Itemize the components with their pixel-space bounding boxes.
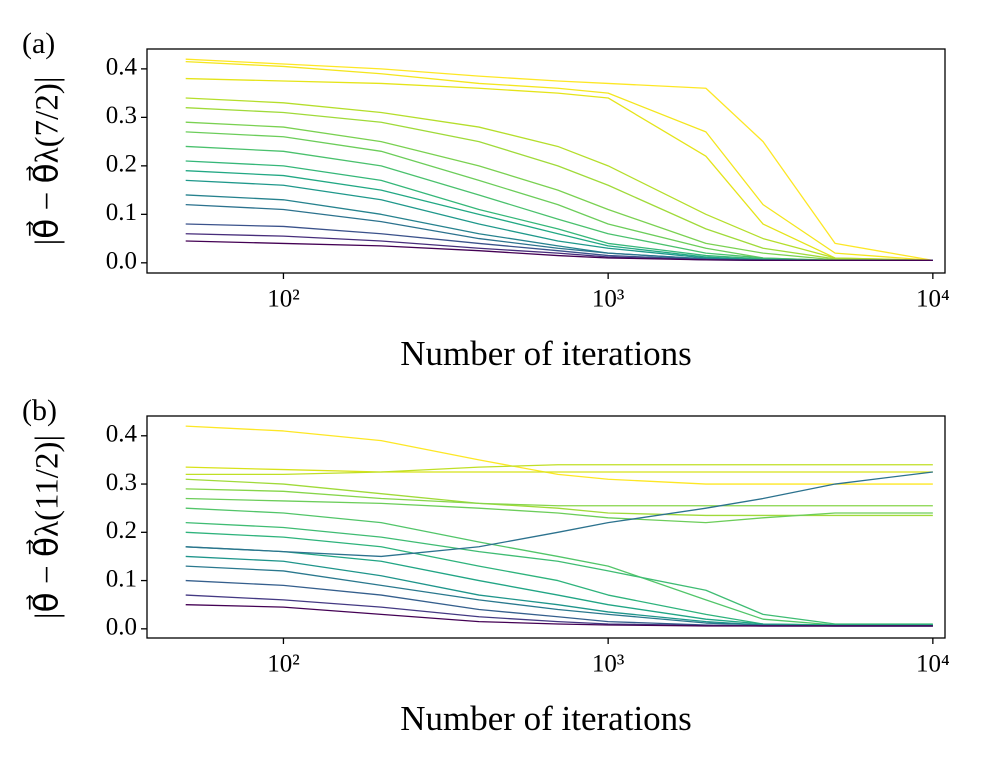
data-line xyxy=(185,604,933,627)
x-axis-label: Number of iterations xyxy=(400,334,692,373)
data-line xyxy=(185,466,933,473)
x-tick-label: 10³ xyxy=(592,286,625,313)
data-line xyxy=(185,60,933,262)
data-line xyxy=(185,203,933,262)
y-axis-label: |θ⃗ − θ⃗λ(7/2)| xyxy=(26,77,66,246)
y-axis-label: |θ⃗ − θ⃗λ(11/2)| xyxy=(26,435,66,619)
data-line xyxy=(185,488,933,507)
data-line xyxy=(185,594,933,627)
y-tick-label: 0.0 xyxy=(106,248,137,275)
y-tick-label: 0.3 xyxy=(106,102,137,129)
x-tick-label: 10² xyxy=(267,286,300,313)
data-line xyxy=(185,531,933,626)
x-tick-label: 10⁴ xyxy=(916,286,950,313)
x-tick-label: 10⁴ xyxy=(916,651,950,678)
y-tick-label: 0.0 xyxy=(106,614,137,641)
x-tick-label: 10² xyxy=(267,651,300,678)
data-line xyxy=(185,579,933,627)
y-tick-label: 0.2 xyxy=(106,151,137,178)
data-line xyxy=(185,58,933,262)
data-line xyxy=(185,121,933,262)
data-line xyxy=(185,425,933,485)
y-tick-label: 0.1 xyxy=(106,565,137,592)
plot-frame xyxy=(146,415,946,639)
data-line xyxy=(185,471,933,558)
y-tick-label: 0.4 xyxy=(106,421,138,448)
data-line xyxy=(185,77,933,262)
data-line xyxy=(185,240,933,262)
plot-frame xyxy=(146,48,946,274)
y-tick-label: 0.2 xyxy=(106,517,137,544)
data-line xyxy=(185,97,933,262)
x-axis-label: Number of iterations xyxy=(400,699,692,738)
data-line xyxy=(185,546,933,626)
y-tick-label: 0.3 xyxy=(106,469,137,496)
data-line xyxy=(185,507,933,626)
data-line xyxy=(185,107,933,262)
x-tick-label: 10³ xyxy=(592,651,625,678)
data-line xyxy=(185,522,933,625)
panel-label: (a) xyxy=(22,27,55,60)
data-line xyxy=(185,170,933,262)
panel-label: (b) xyxy=(22,394,57,427)
data-line xyxy=(185,497,933,524)
y-tick-label: 0.1 xyxy=(106,199,137,226)
data-line xyxy=(185,464,933,476)
y-tick-label: 0.4 xyxy=(106,54,138,81)
data-line xyxy=(185,555,933,627)
